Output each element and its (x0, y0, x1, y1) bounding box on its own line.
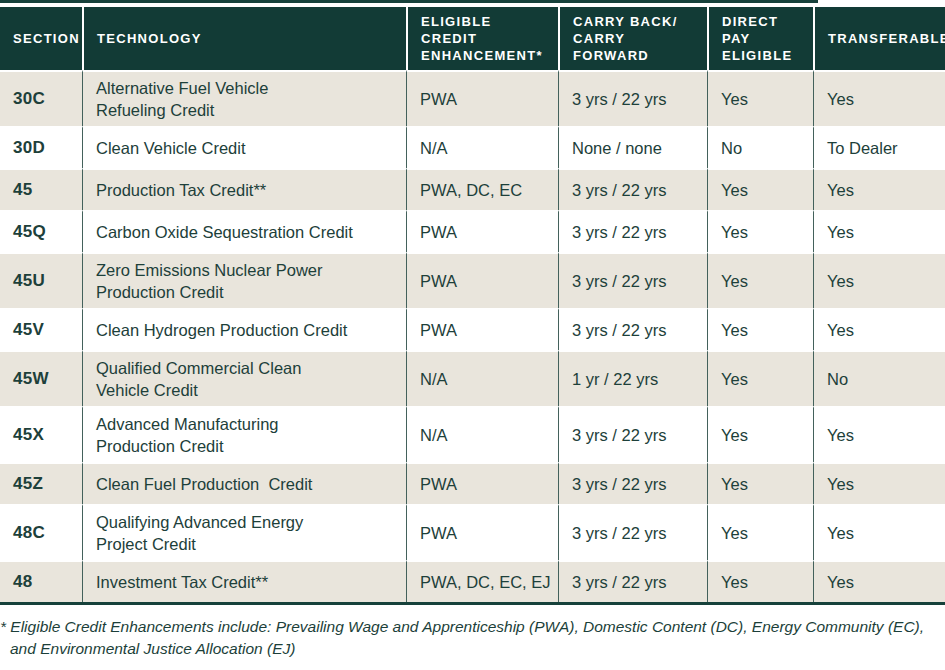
enhancement-cell: PWA (406, 252, 558, 308)
transferable-cell: Yes (813, 308, 945, 350)
direct-pay-cell: Yes (707, 70, 813, 126)
section-cell: 45Z (0, 462, 82, 504)
column-header-section: SECTION (0, 7, 82, 70)
carry-cell: 3 yrs / 22 yrs (558, 70, 707, 126)
direct-pay-cell: Yes (707, 350, 813, 406)
section-cell: 45V (0, 308, 82, 350)
table-row: 48C Qualifying Advanced Energy Project C… (0, 504, 945, 560)
section-cell: 48C (0, 504, 82, 560)
table-row: 48 Investment Tax Credit** PWA, DC, EC, … (0, 560, 945, 602)
footnote-eligible-credit-enhancements: * Eligible Credit Enhancements include: … (0, 616, 945, 660)
carry-cell: 3 yrs / 22 yrs (558, 308, 707, 350)
enhancement-cell: PWA (406, 504, 558, 560)
carry-cell: 3 yrs / 22 yrs (558, 406, 707, 462)
column-header-direct-pay-eligible: DIRECT PAY ELIGIBLE (707, 7, 813, 70)
direct-pay-cell: Yes (707, 252, 813, 308)
carry-cell: 3 yrs / 22 yrs (558, 252, 707, 308)
section-cell: 45Q (0, 210, 82, 252)
enhancement-cell: PWA, DC, EC, EJ (406, 560, 558, 602)
enhancement-cell: N/A (406, 350, 558, 406)
section-cell: 30D (0, 126, 82, 168)
enhancement-cell: PWA (406, 308, 558, 350)
transferable-cell: To Dealer (813, 126, 945, 168)
bottom-rule (0, 602, 945, 605)
direct-pay-cell: No (707, 126, 813, 168)
column-header-technology: TECHNOLOGY (82, 7, 406, 70)
technology-cell: Qualifying Advanced Energy Project Credi… (82, 504, 406, 560)
carry-cell: 3 yrs / 22 yrs (558, 210, 707, 252)
table-row: 30C Alternative Fuel Vehicle Refueling C… (0, 70, 945, 126)
technology-cell: Clean Fuel Production Credit (82, 462, 406, 504)
header-row: SECTION TECHNOLOGY ELIGIBLE CREDIT ENHAN… (0, 7, 945, 70)
direct-pay-cell: Yes (707, 560, 813, 602)
table-row: 45V Clean Hydrogen Production Credit PWA… (0, 308, 945, 350)
carry-cell: 3 yrs / 22 yrs (558, 462, 707, 504)
direct-pay-cell: Yes (707, 406, 813, 462)
technology-cell: Qualified Commercial Clean Vehicle Credi… (82, 350, 406, 406)
enhancement-cell: N/A (406, 406, 558, 462)
transferable-cell: Yes (813, 504, 945, 560)
carry-cell: 3 yrs / 22 yrs (558, 560, 707, 602)
table-row: 45W Qualified Commercial Clean Vehicle C… (0, 350, 945, 406)
section-cell: 45W (0, 350, 82, 406)
table-row: 45X Advanced Manufacturing Production Cr… (0, 406, 945, 462)
transferable-cell: Yes (813, 406, 945, 462)
transferable-cell: Yes (813, 70, 945, 126)
direct-pay-cell: Yes (707, 308, 813, 350)
carry-cell: 3 yrs / 22 yrs (558, 168, 707, 210)
technology-cell: Clean Vehicle Credit (82, 126, 406, 168)
section-cell: 45 (0, 168, 82, 210)
enhancement-cell: PWA (406, 210, 558, 252)
direct-pay-cell: Yes (707, 504, 813, 560)
tax-credit-table: SECTION TECHNOLOGY ELIGIBLE CREDIT ENHAN… (0, 7, 945, 602)
table-row: 30D Clean Vehicle Credit N/A None / none… (0, 126, 945, 168)
direct-pay-cell: Yes (707, 210, 813, 252)
column-header-eligible-credit-enhancement: ELIGIBLE CREDIT ENHANCEMENT* (406, 7, 558, 70)
transferable-cell: Yes (813, 168, 945, 210)
transferable-cell: Yes (813, 252, 945, 308)
technology-cell: Production Tax Credit** (82, 168, 406, 210)
enhancement-cell: PWA (406, 70, 558, 126)
transferable-cell: No (813, 350, 945, 406)
transferable-cell: Yes (813, 210, 945, 252)
footnotes: * Eligible Credit Enhancements include: … (0, 616, 945, 670)
technology-cell: Carbon Oxide Sequestration Credit (82, 210, 406, 252)
section-cell: 45X (0, 406, 82, 462)
section-cell: 48 (0, 560, 82, 602)
technology-cell: Advanced Manufacturing Production Credit (82, 406, 406, 462)
technology-cell: Alternative Fuel Vehicle Refueling Credi… (82, 70, 406, 126)
enhancement-cell: PWA, DC, EC (406, 168, 558, 210)
transferable-cell: Yes (813, 560, 945, 602)
enhancement-cell: N/A (406, 126, 558, 168)
column-header-carry-back-forward: CARRY BACK/ CARRY FORWARD (558, 7, 707, 70)
section-cell: 30C (0, 70, 82, 126)
top-rule (0, 0, 818, 3)
direct-pay-cell: Yes (707, 168, 813, 210)
table-row: 45Z Clean Fuel Production Credit PWA 3 y… (0, 462, 945, 504)
carry-cell: 1 yr / 22 yrs (558, 350, 707, 406)
section-cell: 45U (0, 252, 82, 308)
carry-cell: 3 yrs / 22 yrs (558, 504, 707, 560)
technology-cell: Zero Emissions Nuclear Power Production … (82, 252, 406, 308)
column-header-transferable: TRANSFERABLE (813, 7, 945, 70)
table-row: 45Q Carbon Oxide Sequestration Credit PW… (0, 210, 945, 252)
carry-cell: None / none (558, 126, 707, 168)
table-row: 45 Production Tax Credit** PWA, DC, EC 3… (0, 168, 945, 210)
table-row: 45U Zero Emissions Nuclear Power Product… (0, 252, 945, 308)
technology-cell: Investment Tax Credit** (82, 560, 406, 602)
transferable-cell: Yes (813, 462, 945, 504)
enhancement-cell: PWA (406, 462, 558, 504)
technology-cell: Clean Hydrogen Production Credit (82, 308, 406, 350)
tax-credit-table-page: SECTION TECHNOLOGY ELIGIBLE CREDIT ENHAN… (0, 0, 945, 670)
direct-pay-cell: Yes (707, 462, 813, 504)
